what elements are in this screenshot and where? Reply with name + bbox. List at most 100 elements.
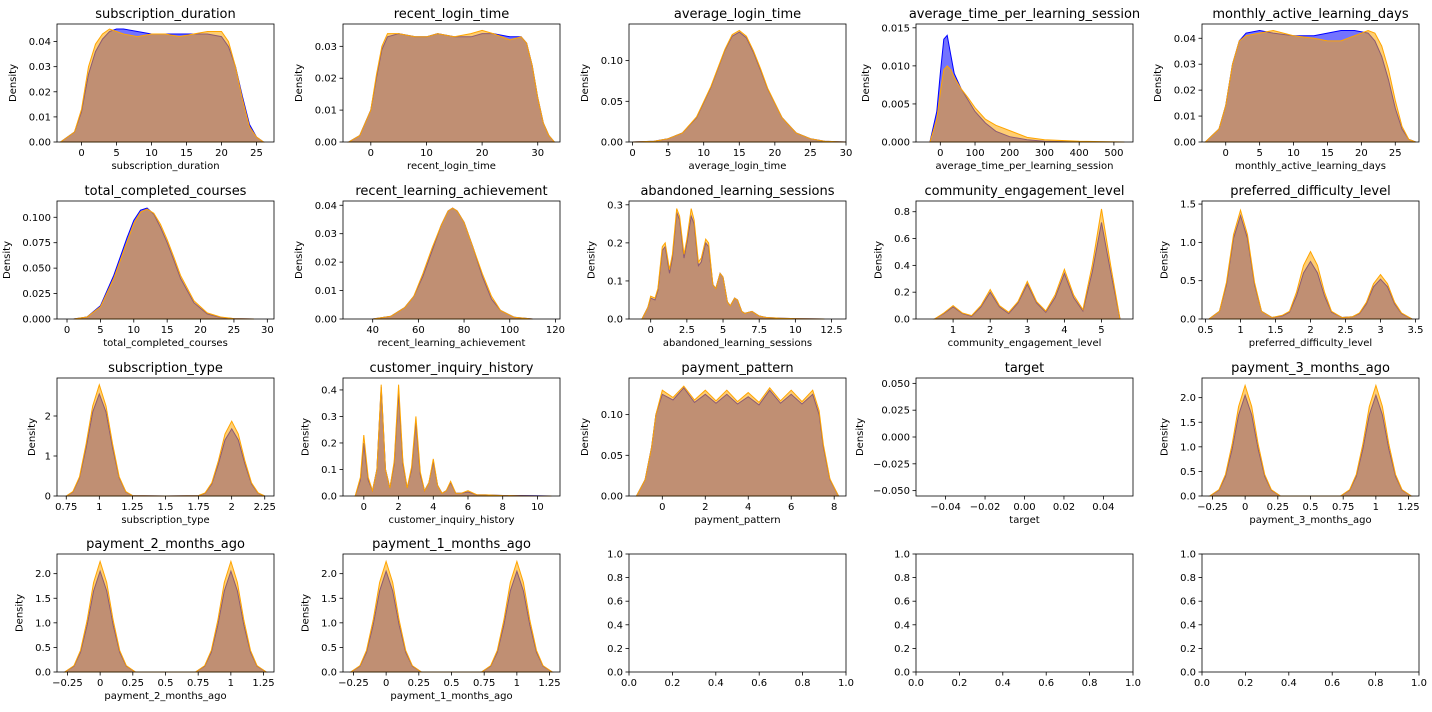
subplot-title: payment_2_months_ago <box>86 537 245 552</box>
axes-frame <box>628 200 847 320</box>
y-tick-label: 0.0 <box>1180 315 1196 326</box>
y-tick-label: 0.050 <box>22 264 51 275</box>
density-area-orange <box>932 208 1121 320</box>
x-tick-label: 1.25 <box>538 678 560 689</box>
x-axis-label: monthly_active_learning_days <box>1235 161 1386 172</box>
y-axis-label: Density <box>294 241 305 279</box>
subplot-title: payment_3_months_ago <box>1231 361 1390 376</box>
x-tick-label: 20 <box>215 148 228 159</box>
x-tick-label: 0.4 <box>708 678 724 689</box>
density-area-orange <box>635 385 840 497</box>
axes-frame <box>342 23 561 143</box>
x-tick-label: 0 <box>368 148 374 159</box>
x-tick-label: 6 <box>788 502 794 513</box>
y-tick-label: 2.0 <box>1180 393 1196 404</box>
subplot-recent_login_time: 0 10 20 30 0.00 0.01 0.02 0.03 recent_login_time… <box>294 7 561 172</box>
x-tick-label: 40 <box>366 325 379 336</box>
x-tick-label: 2 <box>987 325 993 336</box>
x-tick-label: 2 <box>395 502 401 513</box>
y-tick-label: 1.0 <box>607 550 623 561</box>
y-tick-label: 1.0 <box>35 618 51 629</box>
density-area-orange <box>1204 29 1416 143</box>
subplot-title: monthly_active_learning_days <box>1212 7 1408 22</box>
x-tick-label: 0.8 <box>795 678 811 689</box>
axes-frame <box>342 200 561 320</box>
x-tick-label: 0 <box>383 678 389 689</box>
y-tick-label: 0.03 <box>1174 60 1196 71</box>
x-tick-label: 10 <box>145 148 158 159</box>
x-axis-label: subscription_type <box>121 515 209 526</box>
y-tick-label: 0.1 <box>607 276 623 287</box>
x-tick-label: 30 <box>261 325 274 336</box>
y-tick-label: 0.04 <box>315 201 337 212</box>
x-tick-label: 0.04 <box>1092 502 1114 513</box>
x-axis-label: preferred_difficulty_level <box>1249 338 1372 349</box>
x-tick-label: −0.25 <box>1197 502 1228 513</box>
x-tick-label: 0 <box>937 148 943 159</box>
x-tick-label: 2 <box>702 502 708 513</box>
x-tick-label: 4 <box>1061 325 1067 336</box>
subplot-payment_2_months_ago: −0.25 0 0.25 0.5 0.75 1 1.25 0.0 0.5 1.0 1.5 2.0 pay… <box>14 537 274 702</box>
subplot-title: target <box>1005 361 1045 376</box>
subplot-empty-19: 0.0 0.2 0.4 0.6 0.8 1.0 0.0 0.2 0.4 0.6 0.8 1.0 <box>1180 550 1427 690</box>
x-tick-label: 0 <box>1242 502 1248 513</box>
axes-frame <box>56 200 275 320</box>
y-tick-label: 2 <box>45 412 51 423</box>
axes-frame <box>628 23 847 143</box>
axes-frame <box>628 377 847 497</box>
density-area-orange <box>349 559 554 673</box>
y-tick-label: 0.010 <box>881 61 910 72</box>
x-tick-label: 1.25 <box>1397 502 1419 513</box>
y-tick-label: 0.0 <box>607 315 623 326</box>
x-tick-label: 0 <box>629 148 635 159</box>
x-tick-label: 30 <box>840 148 853 159</box>
x-tick-label: 10 <box>697 148 710 159</box>
density-area-orange <box>372 207 533 320</box>
y-tick-label: 2.0 <box>321 569 337 580</box>
y-axis-label: Density <box>294 64 305 102</box>
y-tick-label: 1.0 <box>1180 238 1196 249</box>
x-tick-label: 0 <box>648 325 654 336</box>
subplot-payment_1_months_ago: −0.25 0 0.25 0.5 0.75 1 1.25 0.0 0.5 1.0 1.5 2.0 pay… <box>300 537 560 702</box>
x-tick-label: 0.4 <box>1281 678 1297 689</box>
axes-frame <box>56 23 275 143</box>
y-tick-label: 0.2 <box>321 438 337 449</box>
x-axis-label: payment_pattern <box>694 515 780 526</box>
axes-frame <box>915 553 1134 673</box>
y-tick-label: 0.025 <box>22 289 51 300</box>
y-tick-label: 0.04 <box>1174 34 1196 45</box>
y-axis-label: Density <box>2 241 13 279</box>
x-tick-label: 0.6 <box>1038 678 1054 689</box>
axes-frame <box>1201 553 1420 673</box>
y-tick-label: 0.05 <box>601 97 623 108</box>
y-tick-label: 0.04 <box>29 37 51 48</box>
y-tick-label: 0.4 <box>321 385 337 396</box>
x-tick-label: 7.5 <box>751 325 767 336</box>
x-tick-label: 6 <box>465 502 471 513</box>
y-tick-label: 0.00 <box>315 138 337 149</box>
x-tick-label: 20 <box>194 325 207 336</box>
x-tick-label: 0.75 <box>473 678 495 689</box>
x-tick-label: 0.75 <box>187 678 209 689</box>
x-tick-label: −0.02 <box>970 502 1001 513</box>
y-tick-label: 0.1 <box>321 465 337 476</box>
y-axis-label: Density <box>1159 418 1170 456</box>
x-tick-label: 0 <box>97 678 103 689</box>
x-tick-label: 400 <box>1070 148 1089 159</box>
x-tick-label: 5 <box>97 325 103 336</box>
x-tick-label: −0.25 <box>52 678 83 689</box>
x-axis-label: subscription_duration <box>111 161 219 172</box>
x-tick-label: 1.5 <box>1268 325 1284 336</box>
y-tick-label: 0.6 <box>894 597 910 608</box>
y-tick-label: 0.01 <box>315 106 337 117</box>
x-tick-label: 120 <box>546 325 565 336</box>
x-tick-label: 0.5 <box>1198 325 1214 336</box>
x-tick-label: 2.5 <box>1338 325 1354 336</box>
subplot-target: −0.04 −0.02 0.00 0.02 0.04 −0.050 −0.025 0.000 0… <box>855 361 1134 526</box>
x-tick-label: 15 <box>161 325 174 336</box>
y-tick-label: 0.6 <box>894 234 910 245</box>
y-tick-label: 0.000 <box>881 138 910 149</box>
x-axis-label: average_time_per_learning_session <box>936 161 1114 172</box>
x-tick-label: 1 <box>1373 502 1379 513</box>
y-tick-label: 1.5 <box>1180 418 1196 429</box>
